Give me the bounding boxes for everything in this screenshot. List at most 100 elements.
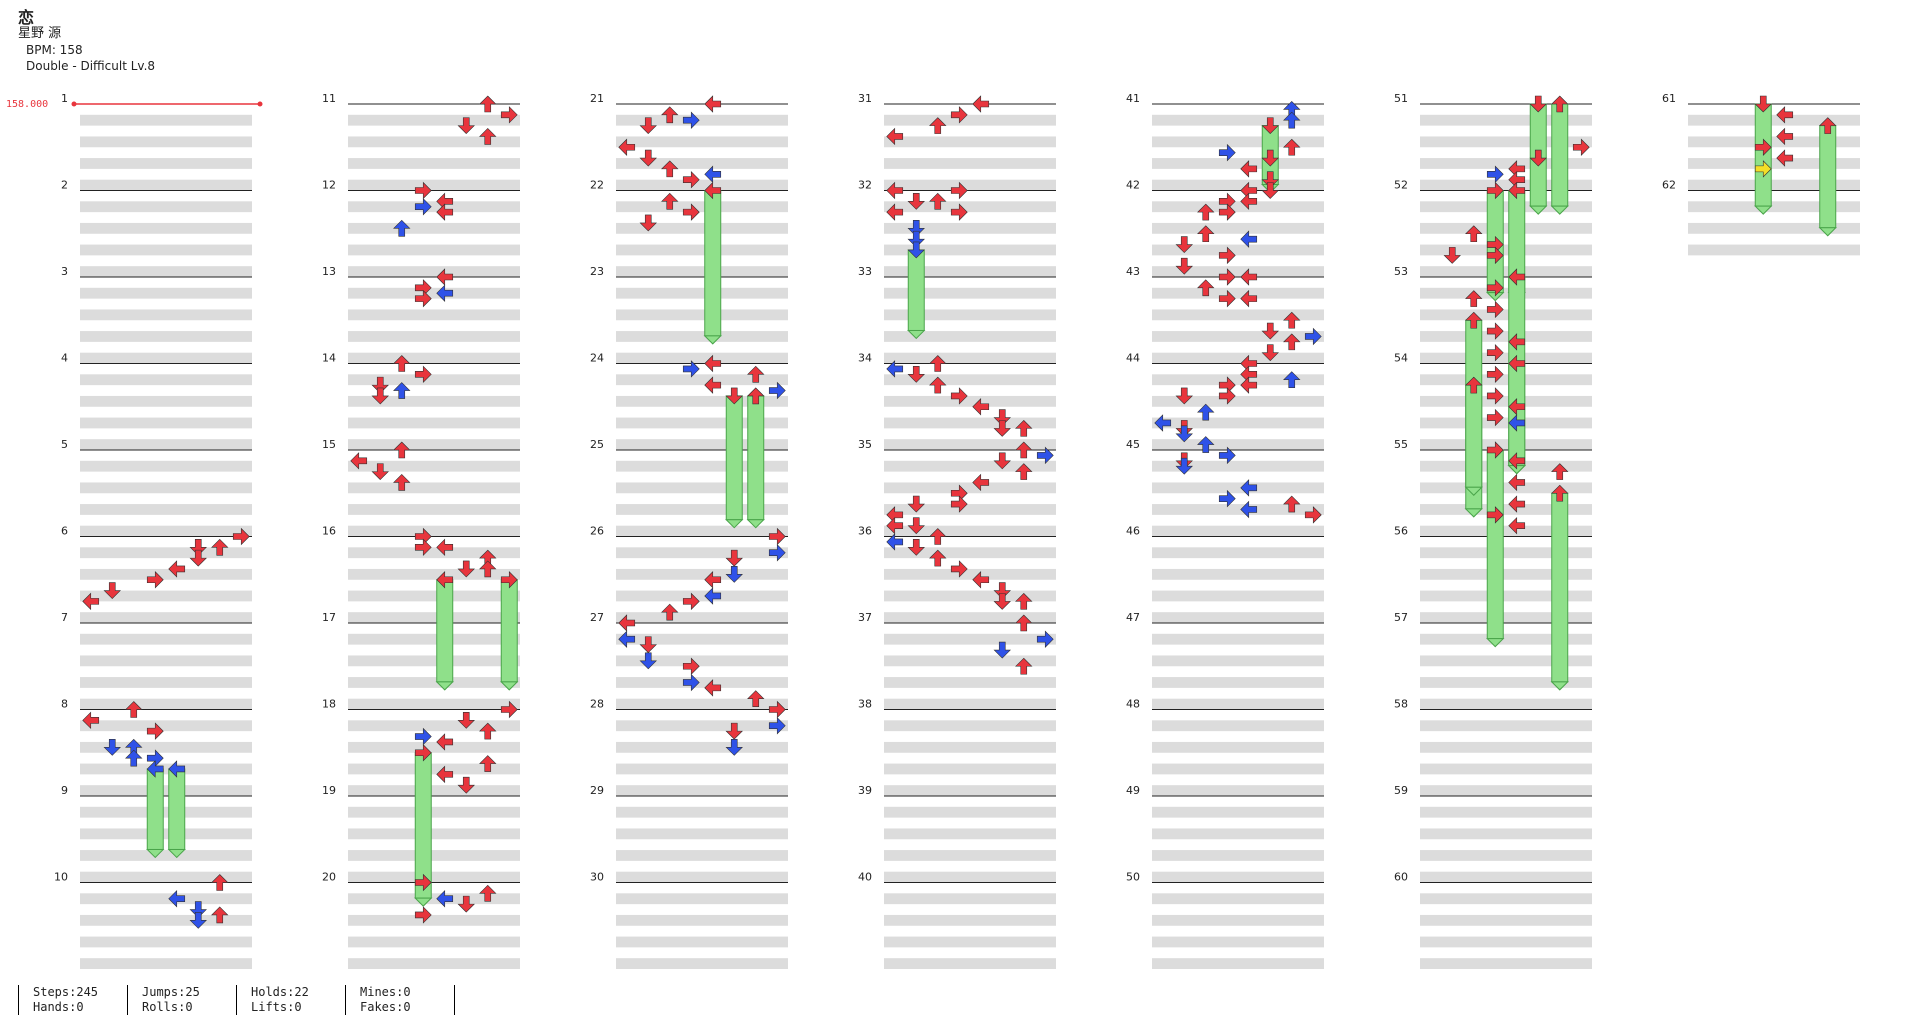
measure-band: [1420, 698, 1592, 710]
step-arrow: [704, 587, 722, 605]
measure-number: 29: [590, 784, 604, 797]
measure-band: [884, 633, 1056, 645]
bpm-marker-label: 158.000: [6, 99, 48, 110]
measure-band: [1420, 547, 1592, 559]
step-arrow: [1197, 403, 1215, 421]
hold-tail: [907, 329, 926, 340]
song-title: 恋: [18, 8, 35, 27]
measure-band: [616, 395, 788, 407]
step-arrow: [704, 679, 722, 697]
measure-band: [348, 179, 520, 191]
measure-band: [884, 309, 1056, 321]
step-arrow: [350, 452, 368, 470]
step-arrow: [1283, 138, 1301, 156]
measure-band: [348, 590, 520, 602]
measure-number: 33: [858, 265, 872, 278]
measure-band: [616, 331, 788, 342]
measure-number: 49: [1126, 784, 1140, 797]
measure-band: [348, 893, 520, 905]
measure-band: [1152, 504, 1324, 515]
step-arrow: [1036, 446, 1054, 465]
step-arrow: [929, 192, 947, 210]
measure-number: 60: [1394, 871, 1408, 884]
measure-band: [1152, 547, 1324, 559]
measure-band: [1152, 612, 1324, 623]
hold-tail: [1818, 227, 1837, 237]
measure-band: [1420, 395, 1592, 407]
step-arrow: [500, 700, 518, 719]
step-arrow: [1508, 473, 1526, 492]
step-arrow: [1486, 365, 1504, 384]
measure-number: 36: [858, 525, 872, 538]
measure-band: [616, 936, 788, 948]
measure-band: [1152, 352, 1324, 364]
measure-band: [616, 266, 788, 277]
hold-tail: [1754, 205, 1773, 215]
step-arrow: [907, 230, 925, 248]
measure-band: [80, 547, 252, 559]
step-arrow: [436, 203, 454, 221]
measure-band: [1688, 201, 1860, 213]
step-arrow: [1508, 414, 1526, 432]
measure-number: 16: [322, 525, 336, 538]
step-arrow: [639, 214, 657, 232]
measure-band: [616, 547, 788, 559]
hold-body: [725, 395, 743, 521]
step-arrow: [1551, 463, 1569, 480]
step-arrow: [1015, 657, 1033, 675]
measure-number: 15: [322, 438, 336, 451]
step-arrow: [907, 517, 925, 535]
measure-band: [1420, 568, 1592, 580]
measure-number: 61: [1662, 92, 1676, 105]
step-arrow: [393, 474, 411, 491]
step-arrow: [1508, 495, 1526, 513]
measure-band: [80, 179, 252, 191]
measure-band: [1420, 525, 1592, 537]
measure-number: 6: [61, 525, 68, 538]
step-arrow: [1240, 500, 1258, 519]
measure-band: [1152, 460, 1324, 472]
measure-band: [884, 893, 1056, 905]
step-arrow: [747, 690, 765, 707]
step-arrow: [704, 354, 722, 373]
measure-band: [348, 741, 520, 753]
step-arrow: [1240, 192, 1258, 211]
measure-band: [1420, 266, 1592, 277]
measure-band: [80, 244, 252, 256]
step-arrow: [950, 495, 968, 513]
measure-band: [348, 806, 520, 818]
step-arrow: [972, 473, 990, 492]
measure-number: 53: [1394, 265, 1408, 278]
step-arrow: [371, 463, 389, 481]
measure-number: 2: [61, 179, 68, 192]
measure-bands: [71, 101, 1860, 969]
measure-band: [80, 266, 252, 277]
step-arrow: [1240, 289, 1258, 308]
step-arrow: [886, 203, 904, 221]
step-arrow: [768, 716, 786, 735]
measure-band: [1420, 482, 1592, 494]
measure-band: [616, 612, 788, 623]
step-arrow: [886, 181, 904, 200]
measure-number: 54: [1394, 352, 1408, 365]
measure-number: 43: [1126, 265, 1140, 278]
step-arrow: [1486, 279, 1504, 297]
step-arrow: [146, 571, 164, 589]
step-arrow: [725, 566, 743, 583]
step-arrow: [457, 776, 475, 794]
measure-band: [884, 677, 1056, 688]
hold-tail: [703, 335, 722, 345]
step-arrow: [682, 592, 700, 611]
step-arrow: [1776, 149, 1794, 167]
measure-band: [884, 266, 1056, 277]
measure-band: [348, 763, 520, 775]
measure-band: [1152, 785, 1324, 796]
measure-band: [1420, 871, 1592, 883]
step-arrow: [1572, 138, 1590, 156]
hold-body: [500, 579, 518, 683]
step-arrow: [1175, 257, 1193, 275]
measure-band: [1420, 460, 1592, 472]
measure-band: [884, 287, 1056, 299]
step-arrow: [1486, 165, 1504, 184]
measure-band: [80, 612, 252, 623]
